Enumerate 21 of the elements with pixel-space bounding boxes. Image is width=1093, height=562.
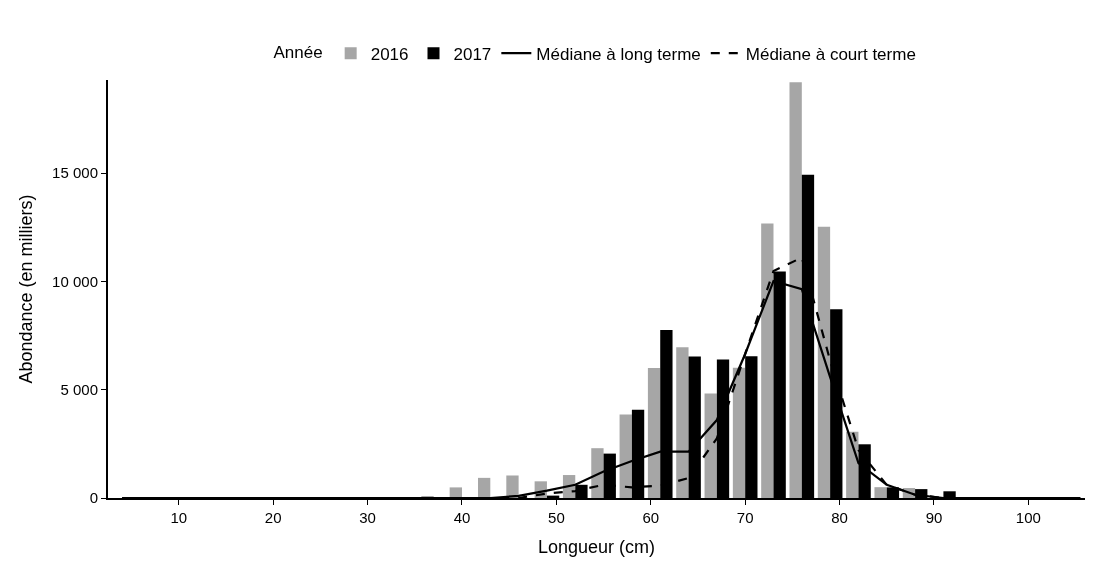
legend-label: 2017	[453, 44, 492, 64]
x-tick-label: 70	[736, 509, 754, 526]
x-tick-label: 40	[453, 509, 471, 526]
x-tick-label: 80	[831, 509, 848, 526]
legend-label: Médiane à long terme	[536, 44, 701, 64]
y-tick-label: 15 000	[52, 164, 98, 182]
y-tick-label: 0	[89, 489, 98, 507]
x-tick-label: 20	[264, 509, 282, 526]
x-tick-label: 90	[925, 509, 943, 526]
y-axis-title: Abondance (en milliers)	[15, 194, 36, 384]
x-tick-label: 100	[1015, 509, 1041, 526]
x-tick-label: 30	[359, 509, 376, 526]
x-tick-label: 50	[548, 509, 565, 526]
legend-title: Année	[273, 42, 323, 62]
x-tick-label: 60	[642, 509, 660, 526]
y-tick-label: 5 000	[60, 380, 98, 398]
x-axis-title: Longueur (cm)	[537, 536, 656, 557]
legend-label: Médiane à court terme	[745, 44, 916, 64]
y-tick-label: 10 000	[52, 272, 98, 290]
legend-label: 2016	[370, 44, 409, 64]
x-tick-label: 10	[170, 509, 188, 526]
